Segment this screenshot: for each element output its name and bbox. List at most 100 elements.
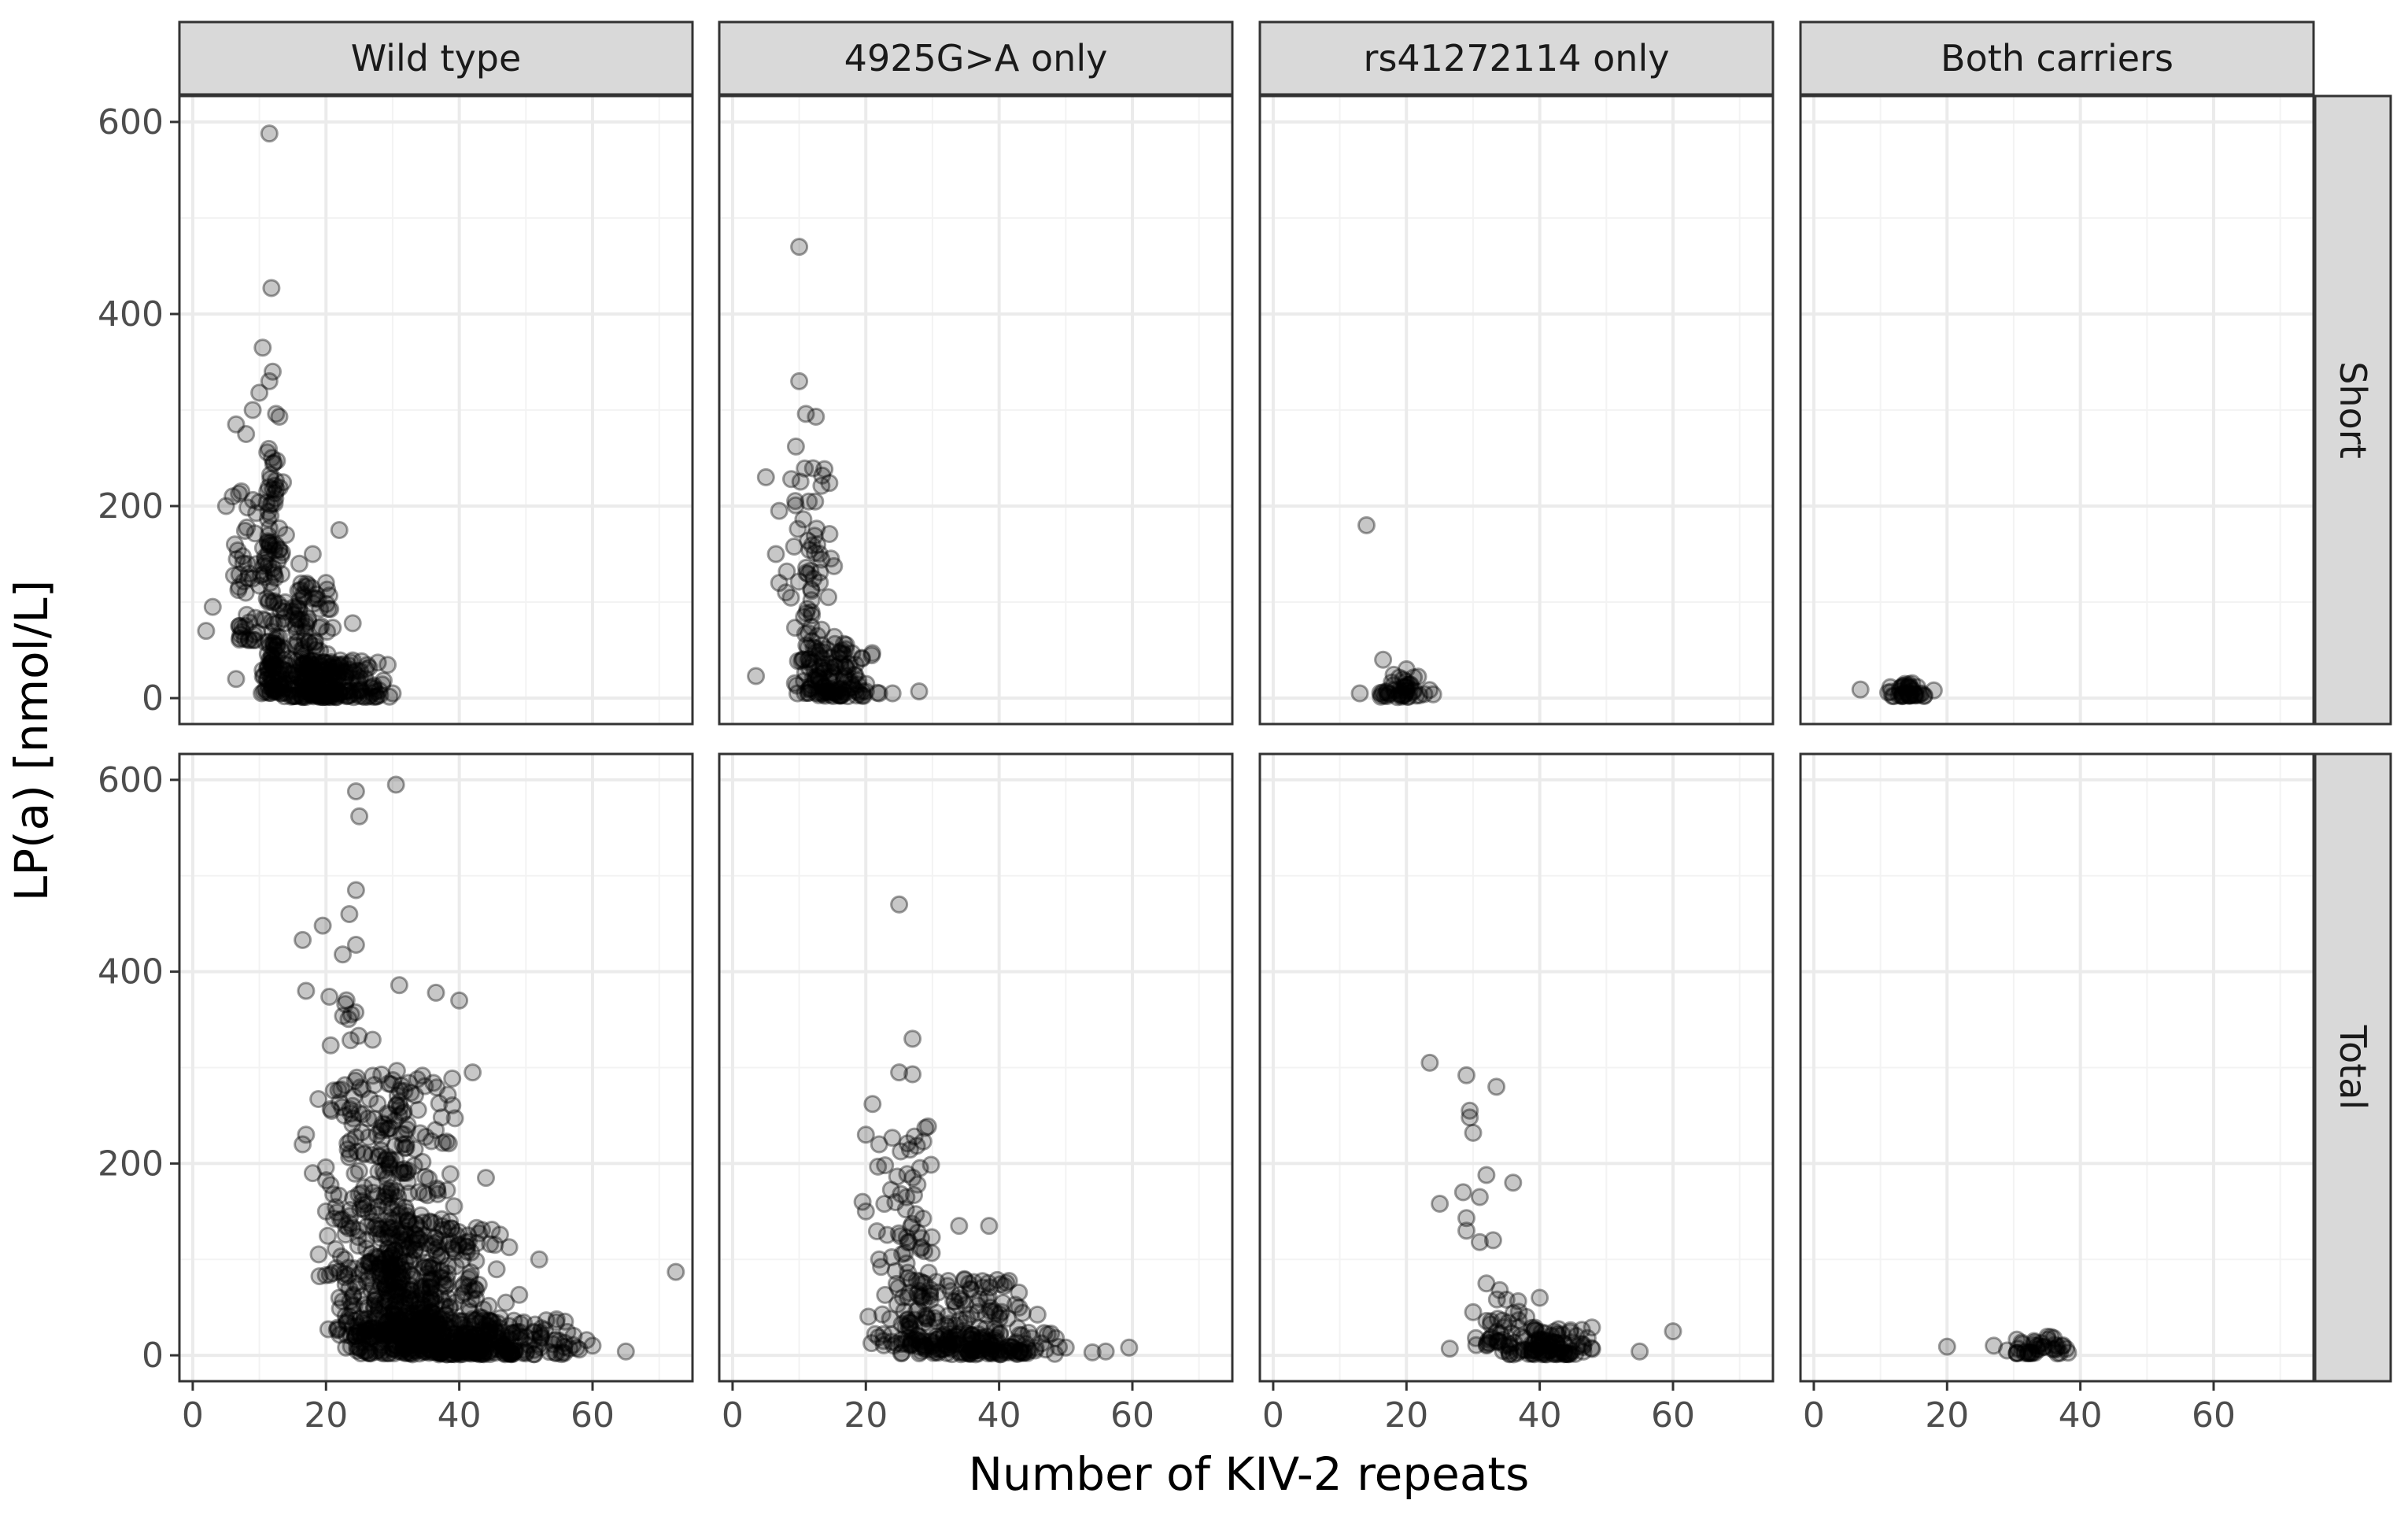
data-point (411, 1124, 430, 1143)
data-point (303, 671, 322, 690)
data-point (301, 680, 319, 699)
data-point (316, 670, 335, 689)
data-point (508, 1322, 526, 1341)
data-point (383, 1071, 402, 1089)
data-point (290, 679, 308, 698)
data-point (351, 679, 369, 698)
data-point (336, 667, 355, 686)
data-point (298, 676, 317, 695)
data-point (298, 666, 317, 685)
data-point (311, 688, 330, 707)
data-point (297, 678, 316, 697)
data-point (290, 667, 308, 686)
data-point (263, 669, 282, 687)
data-point (890, 895, 909, 914)
data-point (329, 656, 348, 674)
data-point (819, 588, 838, 607)
data-point (334, 685, 353, 704)
data-point (867, 1222, 886, 1240)
data-point (262, 279, 281, 297)
data-point (300, 677, 319, 696)
data-point (290, 591, 309, 610)
data-point (328, 668, 347, 687)
data-point (892, 1315, 911, 1333)
data-point (958, 1310, 977, 1328)
data-point (283, 671, 301, 689)
data-point (345, 1164, 364, 1183)
data-point (432, 1261, 451, 1280)
data-point (323, 664, 342, 683)
data-point (1477, 1166, 1496, 1184)
data-point (334, 945, 352, 964)
data-point (1487, 1077, 1506, 1096)
data-point (883, 684, 902, 703)
data-point (1574, 1342, 1593, 1361)
data-point (275, 674, 294, 693)
data-point (337, 1338, 356, 1357)
data-point (332, 669, 351, 688)
data-point (297, 653, 316, 672)
data-point (236, 617, 255, 635)
data-point (839, 671, 858, 690)
data-point (583, 1336, 602, 1355)
data-point (259, 632, 278, 651)
data-point (530, 1250, 548, 1269)
data-point (348, 661, 367, 680)
data-point (283, 602, 301, 621)
data-point (256, 550, 275, 569)
data-point (291, 581, 310, 599)
data-point (297, 614, 316, 633)
data-point (302, 657, 321, 675)
data-point (260, 519, 279, 538)
data-point (260, 124, 279, 143)
data-point (869, 1328, 888, 1347)
data-point (1440, 1339, 1459, 1358)
data-point (264, 592, 283, 611)
data-point (837, 636, 855, 654)
data-point (256, 633, 275, 652)
data-point (253, 338, 272, 357)
facet-strip-label: Both carriers (1941, 37, 2173, 79)
data-point (259, 656, 278, 675)
data-point (230, 484, 249, 503)
data-point (1499, 1314, 1518, 1332)
data-point (260, 636, 279, 655)
data-point (367, 687, 386, 706)
data-point (303, 1164, 322, 1183)
data-point (285, 606, 304, 624)
facet-strip-label: Short (2332, 361, 2374, 458)
data-point (283, 686, 302, 705)
data-point (301, 662, 319, 681)
data-point (399, 1184, 418, 1203)
data-point (265, 541, 284, 560)
data-point (259, 527, 278, 545)
data-point (322, 658, 341, 677)
data-point (289, 610, 308, 629)
data-point (480, 1322, 499, 1341)
data-point (1851, 680, 1870, 699)
x-tick-label: 40 (2059, 1395, 2103, 1436)
data-point (367, 687, 386, 706)
data-point (228, 541, 247, 560)
data-point (230, 565, 249, 584)
data-point (320, 674, 339, 693)
data-point (986, 1304, 1004, 1323)
data-point (356, 660, 375, 678)
data-point (268, 682, 287, 700)
data-point (991, 1275, 1010, 1294)
data-point (290, 554, 308, 573)
data-point (299, 633, 318, 652)
data-point (286, 637, 305, 656)
data-point (616, 1342, 635, 1361)
data-point (403, 1267, 422, 1286)
data-point (397, 1240, 416, 1258)
data-point (294, 930, 312, 949)
data-point (366, 682, 385, 701)
data-point (240, 564, 258, 583)
data-point (326, 687, 344, 705)
data-point (364, 676, 383, 695)
data-point (910, 1158, 929, 1177)
data-point (236, 630, 254, 648)
data-point (282, 687, 301, 706)
data-point (277, 526, 295, 545)
